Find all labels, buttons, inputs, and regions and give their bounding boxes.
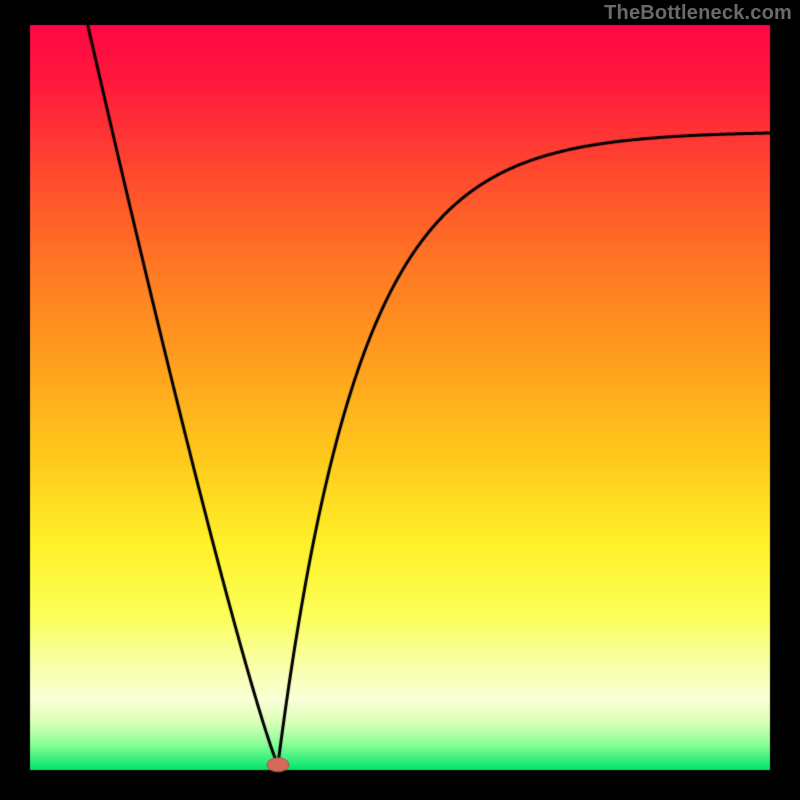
watermark-text: TheBottleneck.com <box>604 2 792 25</box>
bottleneck-chart-canvas <box>0 0 800 800</box>
